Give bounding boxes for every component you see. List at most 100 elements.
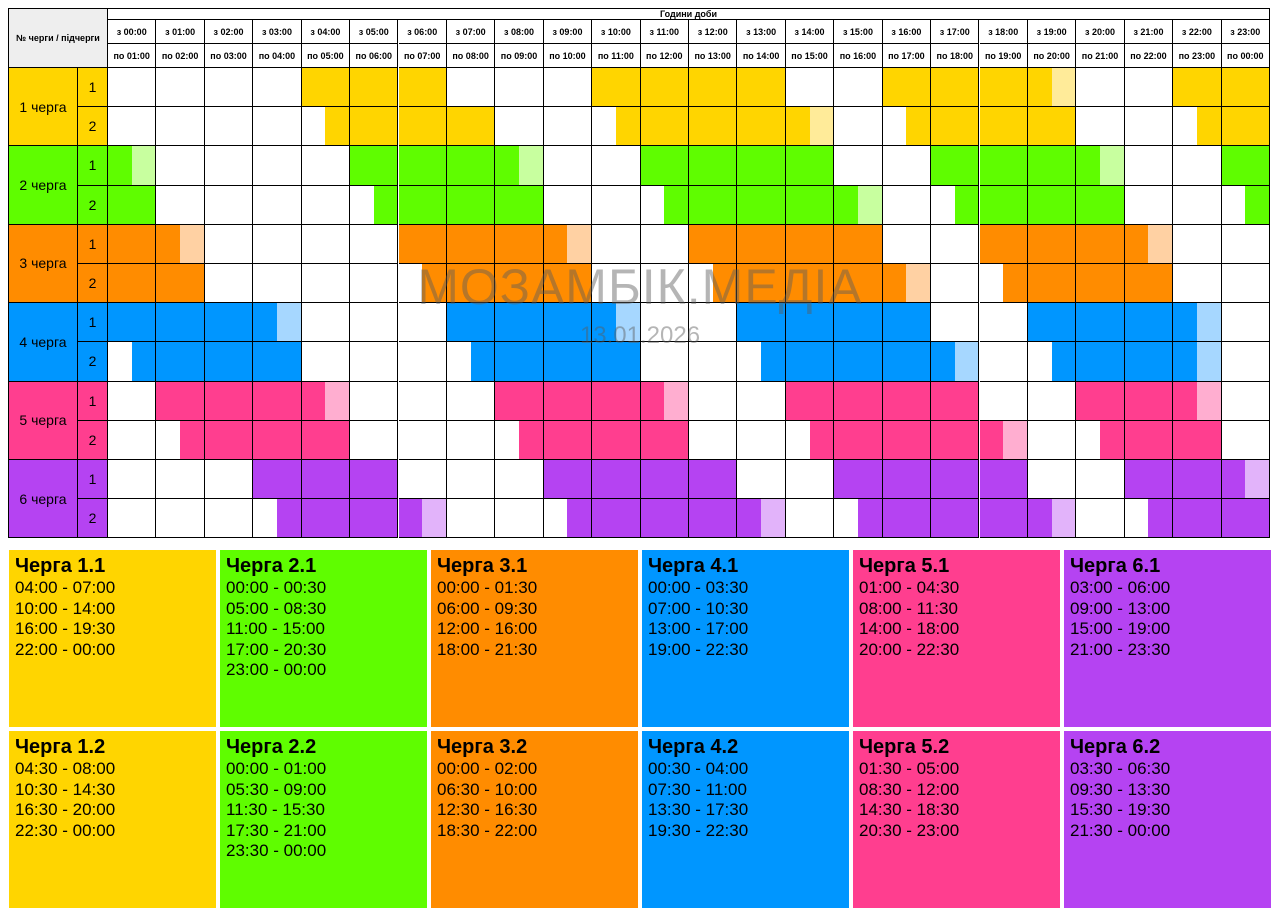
outage-interval: 16:00 - 19:30	[15, 619, 116, 639]
outage-fill	[737, 499, 762, 538]
outage-interval: 23:30 - 00:00	[226, 841, 327, 861]
schedule-cell	[737, 499, 786, 539]
hour-from-label: з 03:00	[253, 20, 302, 44]
hour-from-label: з 08:00	[495, 20, 544, 44]
queue-card-title: Черга 2.2	[226, 736, 317, 758]
schedule-cell	[689, 303, 738, 343]
outage-interval: 17:30 - 21:00	[226, 820, 327, 840]
schedule-cell	[1173, 420, 1222, 460]
schedule-cell	[785, 499, 835, 539]
schedule-cell	[446, 460, 496, 500]
outage-interval: 12:30 - 16:30	[437, 800, 538, 820]
outage-interval: 14:30 - 18:30	[859, 800, 960, 820]
schedule-cell	[495, 185, 544, 225]
schedule-cell	[931, 185, 980, 225]
hour-from-label: з 00:00	[108, 20, 157, 44]
outage-fill	[615, 107, 640, 146]
schedule-cell	[1173, 264, 1222, 304]
hour-to-label: по 03:00	[204, 44, 254, 68]
schedule-cell	[1221, 107, 1270, 147]
schedule-cell	[785, 185, 835, 225]
hour-to-label: по 11:00	[592, 44, 641, 68]
queue-card-title: Черга 5.1	[859, 555, 950, 577]
schedule-cell	[1027, 146, 1077, 186]
schedule-cell	[108, 303, 157, 343]
schedule-cell	[640, 420, 689, 460]
schedule-cell	[1124, 303, 1174, 343]
schedule-cell	[931, 146, 980, 186]
schedule-cell	[737, 224, 786, 264]
queue-card-title: Черга 6.2	[1070, 736, 1161, 758]
outage-fill	[954, 185, 979, 224]
outage-interval: 22:30 - 00:00	[15, 820, 116, 840]
outage-fill	[1027, 499, 1052, 538]
schedule-cell	[882, 381, 932, 421]
schedule-cell	[979, 264, 1028, 304]
outage-interval: 03:30 - 06:30	[1070, 759, 1171, 778]
outage-fill	[1100, 420, 1124, 459]
outage-interval: 05:00 - 08:30	[226, 598, 327, 618]
outage-interval: 20:00 - 22:30	[859, 639, 960, 659]
outage-interval: 06:30 - 10:00	[437, 779, 538, 799]
schedule-cell	[108, 185, 157, 225]
hour-to-label: по 19:00	[979, 44, 1028, 68]
schedule-cell	[882, 185, 932, 225]
schedule-cell	[640, 107, 689, 147]
schedule-cell	[592, 264, 641, 304]
hour-from-label: з 05:00	[350, 20, 399, 44]
probable-fill	[567, 224, 592, 263]
probable-fill	[1196, 303, 1221, 342]
hour-to-label: по 17:00	[882, 44, 932, 68]
queue-card: Черга 3.2 00:00 - 02:00 06:30 - 10:00 12:30…	[431, 731, 638, 908]
probable-fill	[1051, 499, 1076, 538]
schedule-cell	[156, 224, 205, 264]
outage-interval: 00:00 - 03:30	[648, 578, 749, 597]
schedule-cell	[253, 499, 302, 539]
schedule-cell	[350, 303, 399, 343]
schedule-cell	[737, 68, 786, 108]
outage-interval: 00:00 - 01:30	[437, 578, 538, 597]
schedule-cell	[446, 420, 496, 460]
schedule-cell	[156, 146, 205, 186]
queue-card: Черга 4.1 00:00 - 03:30 07:00 - 10:30 13:00…	[642, 550, 849, 727]
schedule-cell	[204, 381, 254, 421]
probable-fill	[1003, 420, 1027, 459]
schedule-cell	[931, 342, 980, 382]
queue-card: Черга 1.1 04:00 - 07:00 10:00 - 14:00 16:00…	[9, 550, 216, 727]
schedule-cell	[108, 107, 157, 147]
hour-to-label: по 10:00	[543, 44, 593, 68]
outage-fill	[131, 342, 156, 381]
hour-to-label: по 13:00	[689, 44, 738, 68]
schedule-cell	[495, 381, 544, 421]
schedule-cell	[446, 68, 496, 108]
schedule-cell	[253, 185, 302, 225]
schedule-cell	[543, 185, 593, 225]
schedule-cell	[1027, 381, 1077, 421]
schedule-cell	[350, 381, 399, 421]
schedule-cell	[592, 146, 641, 186]
schedule-cell	[253, 303, 302, 343]
hour-to-label: по 23:00	[1173, 44, 1222, 68]
schedule-cell	[882, 420, 932, 460]
outage-interval: 20:30 - 23:00	[859, 820, 960, 840]
schedule-cell	[834, 303, 883, 343]
schedule-cell	[253, 68, 302, 108]
schedule-cell	[1173, 303, 1222, 343]
hour-from-label: з 09:00	[543, 20, 593, 44]
schedule-cell	[253, 264, 302, 304]
schedule-cell	[979, 420, 1028, 460]
schedule-cell	[301, 68, 351, 108]
outage-interval: 16:30 - 20:00	[15, 800, 116, 820]
schedule-cell	[1221, 499, 1270, 539]
schedule-cell	[979, 342, 1028, 382]
schedule-cell	[737, 342, 786, 382]
outage-interval: 00:00 - 00:30	[226, 578, 327, 597]
schedule-cell	[834, 460, 883, 500]
schedule-cell	[204, 68, 254, 108]
schedule-cell	[108, 342, 157, 382]
outage-interval: 19:30 - 22:30	[648, 820, 749, 840]
queue-card-title: Черга 1.1	[15, 555, 106, 577]
schedule-cell	[640, 224, 689, 264]
schedule-cell	[1027, 303, 1077, 343]
outage-fill	[519, 420, 543, 459]
